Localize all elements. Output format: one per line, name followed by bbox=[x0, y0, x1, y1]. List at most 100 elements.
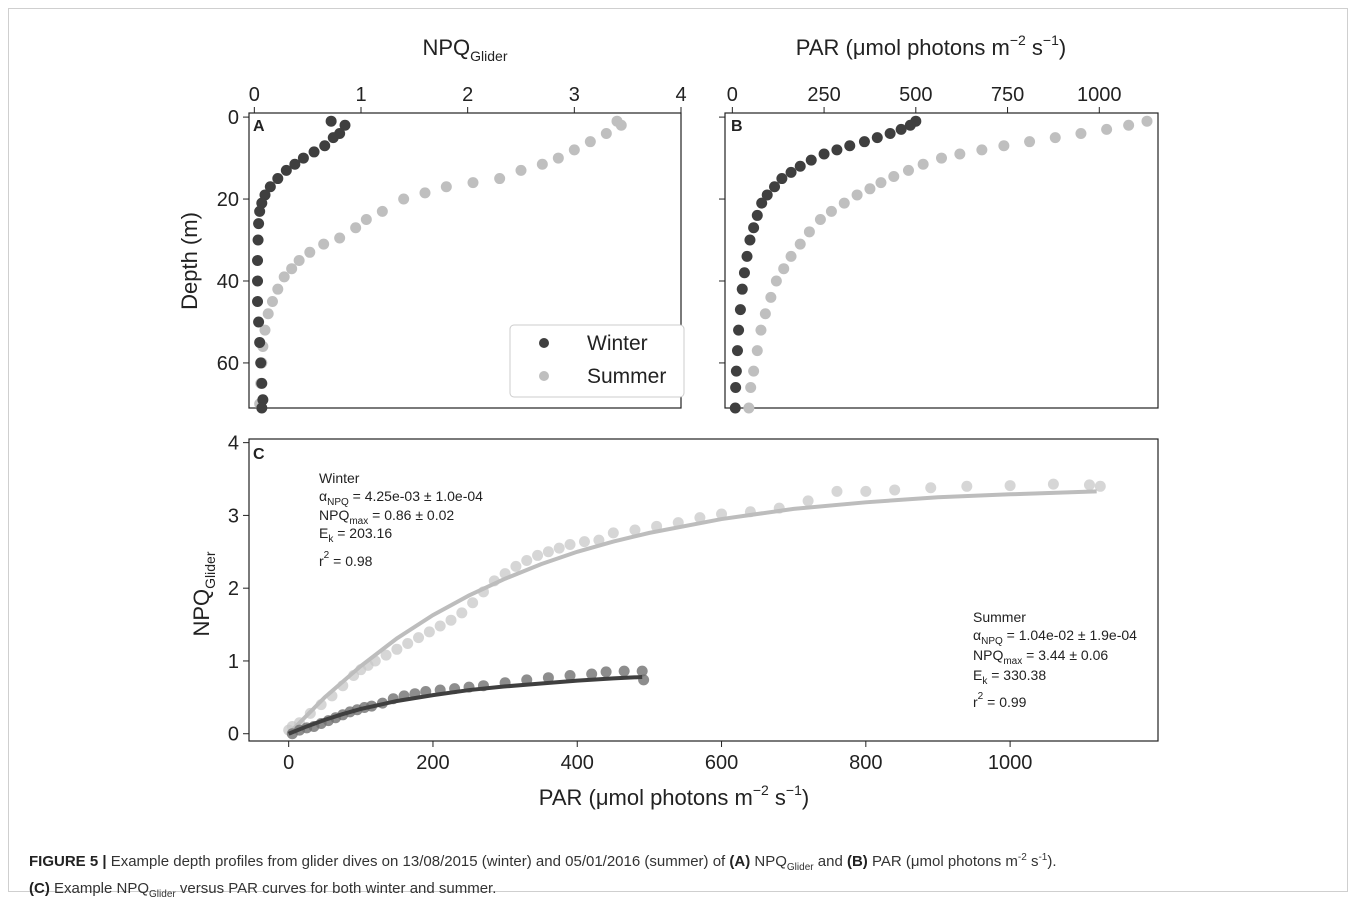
panel-a-point-summer bbox=[266, 295, 278, 307]
panel-a-point-winter bbox=[253, 218, 265, 230]
panel-b-point-summer bbox=[825, 205, 837, 217]
panel-b-point-summer bbox=[917, 158, 929, 170]
panel-c-y-tick-label: 0 bbox=[228, 724, 239, 746]
panel-a-point-winter bbox=[297, 152, 309, 164]
panel-c-point-summer bbox=[1047, 478, 1059, 490]
panel-a-point-summer bbox=[360, 214, 372, 226]
panel-a-y-tick-label: 20 bbox=[217, 189, 239, 211]
panel-b-point-winter bbox=[736, 283, 748, 295]
panel-a-point-winter bbox=[253, 316, 265, 328]
panel-c-point-summer bbox=[391, 643, 403, 655]
summer-annot-alpha: αNPQ = 1.04e-02 ± 1.9e-04 bbox=[973, 627, 1137, 647]
panel-b-point-winter bbox=[734, 304, 746, 316]
panel-c-point-summer bbox=[510, 560, 522, 572]
panel-a-point-summer bbox=[467, 177, 479, 189]
panel-b-point-winter bbox=[748, 222, 760, 234]
panel-c-x-tick-label: 800 bbox=[849, 752, 882, 774]
panel-c-point-winter bbox=[600, 666, 612, 678]
panel-a-point-winter bbox=[325, 115, 337, 127]
panel-b-point-winter bbox=[769, 181, 781, 193]
panel-a-points bbox=[252, 115, 627, 414]
panel-c-point-summer bbox=[467, 597, 479, 609]
panel-c-point-winter bbox=[586, 668, 598, 680]
panel-c-fit-summer bbox=[287, 489, 1097, 736]
panel-b-point-winter bbox=[741, 250, 753, 262]
panel-c-x-tick-label: 600 bbox=[705, 752, 738, 774]
panel-a-x-tick-label: 2 bbox=[462, 84, 473, 106]
panel-b-point-summer bbox=[765, 291, 777, 303]
panel-c-point-summer bbox=[607, 527, 619, 539]
panel-b-point-winter bbox=[805, 154, 817, 166]
panel-a-point-summer bbox=[419, 187, 431, 199]
panel-a-point-summer bbox=[568, 144, 580, 156]
panel-c-point-summer bbox=[553, 542, 565, 554]
panel-a-y-tick-label: 0 bbox=[228, 107, 239, 129]
panel-c-point-summer bbox=[1004, 480, 1016, 492]
panel-a-xlabel-main: NPQ bbox=[422, 35, 470, 60]
panel-b-point-summer bbox=[785, 250, 797, 262]
panel-a-point-winter bbox=[252, 255, 264, 266]
panel-c-letter: C bbox=[253, 446, 265, 463]
panel-a-point-summer bbox=[615, 119, 627, 131]
summer-annot-npqmax: NPQmax = 3.44 ± 0.06 bbox=[973, 647, 1108, 667]
panel-a-point-winter bbox=[272, 173, 284, 185]
panel-b-point-winter bbox=[731, 345, 743, 357]
panel-a-point-winter bbox=[256, 402, 268, 414]
winter-annot-title: Winter bbox=[319, 470, 360, 486]
panel-c-point-summer bbox=[434, 620, 446, 632]
panel-b-point-winter bbox=[785, 166, 797, 178]
panel-b-point-summer bbox=[803, 226, 815, 238]
panel-a-x-tick-label: 3 bbox=[569, 84, 580, 106]
panel-b-points bbox=[729, 115, 1153, 414]
panel-c-point-summer bbox=[542, 546, 554, 558]
panel-b-point-winter bbox=[895, 123, 907, 135]
legend-winter-label: Winter bbox=[587, 332, 648, 355]
panel-b-point-winter bbox=[904, 119, 916, 131]
panel-b-x-tick-label: 0 bbox=[727, 84, 738, 106]
panel-b-point-winter bbox=[794, 160, 806, 172]
panel-b-point-summer bbox=[1141, 115, 1153, 127]
panel-b-point-winter bbox=[730, 382, 742, 394]
panel-b-point-summer bbox=[794, 238, 806, 250]
panel-c-point-summer bbox=[802, 495, 814, 507]
panel-b-x-tick-label: 500 bbox=[899, 84, 932, 106]
summer-fit-annotation: Summer αNPQ = 1.04e-02 ± 1.9e-04 NPQmax … bbox=[973, 609, 1137, 710]
panel-c-ylabel: NPQGlider bbox=[189, 551, 218, 636]
panel-a-point-summer bbox=[304, 246, 316, 258]
panel-b-point-winter bbox=[858, 136, 870, 148]
panel-b-point-summer bbox=[851, 189, 863, 201]
panel-c-y-tick-label: 3 bbox=[228, 505, 239, 527]
panel-b-point-winter bbox=[818, 148, 830, 160]
panel-a-ylabel: Depth (m) bbox=[177, 212, 202, 310]
panel-c-xlabel: PAR (μmol photons m−2 s−1) bbox=[539, 782, 809, 810]
panel-b-point-winter bbox=[871, 132, 883, 144]
figure-caption: FIGURE 5 | Example depth profiles from g… bbox=[29, 852, 1057, 900]
legend-summer-label: Summer bbox=[587, 365, 666, 388]
panel-c-point-summer bbox=[445, 614, 457, 626]
panel-b-x-tick-label: 1000 bbox=[1077, 84, 1122, 106]
panel-c-point-summer bbox=[629, 524, 641, 536]
panel-b-point-summer bbox=[936, 152, 947, 164]
panel-c-ylabel-sub: Glider bbox=[202, 551, 218, 589]
panel-a-point-summer bbox=[318, 238, 330, 250]
panel-c: C PAR (μmol photons m−2 s−1) NPQGlider 0… bbox=[189, 433, 1159, 810]
panel-b-letter: B bbox=[731, 118, 743, 135]
panel-b-point-winter bbox=[884, 127, 896, 139]
panel-a-point-winter bbox=[289, 158, 301, 170]
legend-winter-marker bbox=[539, 338, 549, 348]
panel-b-point-summer bbox=[778, 263, 790, 275]
panel-c-x-tick-label: 200 bbox=[416, 752, 449, 774]
panel-b-point-summer bbox=[976, 144, 988, 156]
panel-a-letter: A bbox=[253, 118, 265, 135]
panel-a-point-winter bbox=[254, 205, 266, 217]
panel-c-point-summer bbox=[925, 482, 937, 494]
panel-b-point-summer bbox=[751, 345, 763, 357]
panel-b-xlabel: PAR (μmol photons m−2 s−1) bbox=[796, 32, 1066, 60]
panel-a-point-summer bbox=[584, 136, 596, 148]
panel-a-point-summer bbox=[494, 173, 506, 185]
panel-b-point-summer bbox=[838, 197, 850, 209]
panel-b-point-winter bbox=[844, 140, 856, 152]
panel-a-x-tick-label: 0 bbox=[249, 84, 260, 106]
panel-a-point-winter bbox=[252, 234, 264, 246]
